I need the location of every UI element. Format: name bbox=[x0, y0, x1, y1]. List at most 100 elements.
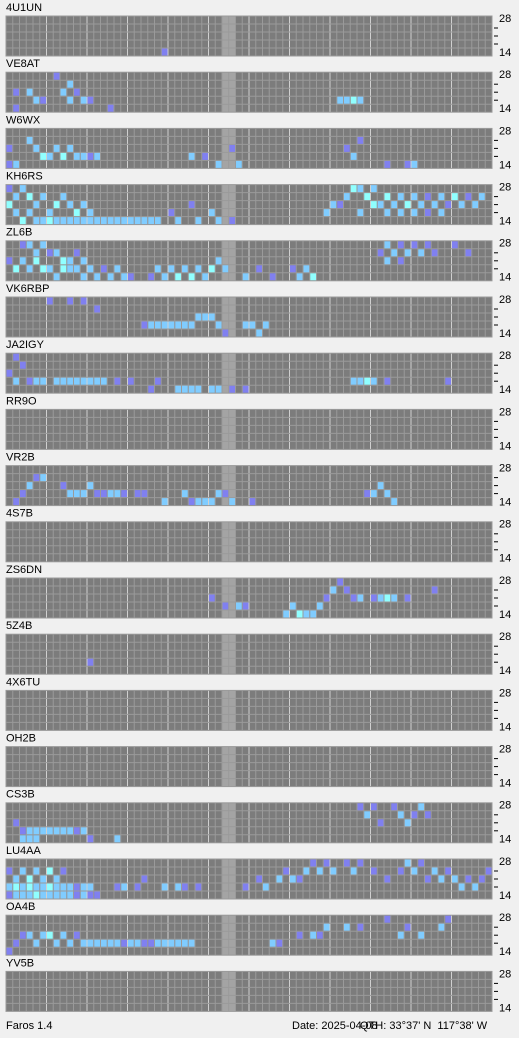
signal-cell bbox=[202, 152, 208, 160]
signal-cell bbox=[296, 610, 303, 618]
band-bottom-label: 14 bbox=[499, 384, 511, 396]
signal-cell bbox=[229, 385, 235, 393]
signal-cell bbox=[344, 923, 350, 931]
signal-cell bbox=[26, 193, 33, 201]
signal-cell bbox=[20, 257, 26, 265]
signal-cell bbox=[465, 249, 472, 257]
signal-cell bbox=[80, 297, 87, 305]
grid-border bbox=[5, 689, 493, 731]
signal-cell bbox=[350, 96, 357, 104]
signal-cell bbox=[479, 193, 485, 201]
signal-cell bbox=[276, 875, 283, 883]
signal-cell bbox=[168, 209, 175, 217]
signal-cell bbox=[161, 939, 168, 947]
signal-cell bbox=[94, 217, 100, 225]
signal-cell bbox=[13, 193, 19, 201]
signal-cell bbox=[344, 859, 350, 867]
signal-cell bbox=[121, 939, 127, 947]
signal-cell bbox=[276, 939, 283, 947]
signal-cell bbox=[195, 217, 202, 225]
signal-cell bbox=[67, 297, 73, 305]
signal-cell bbox=[60, 193, 67, 201]
signal-cell bbox=[67, 939, 73, 947]
signal-cell bbox=[114, 939, 121, 947]
signal-cell bbox=[263, 883, 269, 891]
signal-cell bbox=[40, 891, 46, 899]
signal-cell bbox=[384, 160, 391, 168]
signal-cell bbox=[74, 377, 80, 385]
signal-cell bbox=[371, 490, 377, 498]
signal-cell bbox=[404, 201, 411, 209]
signal-cell bbox=[121, 883, 127, 891]
signal-cell bbox=[40, 474, 46, 482]
signal-cell bbox=[20, 867, 26, 875]
signal-cell bbox=[87, 658, 94, 666]
signal-cell bbox=[242, 321, 249, 329]
signal-cell bbox=[80, 96, 87, 104]
signal-cell bbox=[33, 883, 40, 891]
signal-cell bbox=[357, 859, 364, 867]
signal-cell bbox=[74, 883, 80, 891]
signal-cell bbox=[418, 859, 424, 867]
signal-cell bbox=[438, 209, 445, 217]
signal-cell bbox=[215, 490, 222, 498]
beacon-name: VK6RBP bbox=[6, 283, 49, 295]
grid-border bbox=[5, 71, 493, 113]
signal-cell bbox=[80, 257, 87, 265]
signal-cell bbox=[371, 201, 377, 209]
signal-cell bbox=[53, 377, 60, 385]
signal-cell bbox=[357, 96, 364, 104]
signal-cell bbox=[398, 193, 404, 201]
signal-cell bbox=[377, 249, 384, 257]
signal-cell bbox=[175, 939, 181, 947]
signal-cell bbox=[438, 193, 445, 201]
signal-cell bbox=[128, 939, 134, 947]
signal-cell bbox=[188, 385, 195, 393]
signal-cell bbox=[53, 875, 60, 883]
grid-border bbox=[5, 802, 493, 844]
signal-cell bbox=[168, 939, 175, 947]
beacon-name: LU4AA bbox=[6, 845, 42, 857]
grid-border bbox=[5, 746, 493, 788]
signal-cell bbox=[134, 217, 141, 225]
signal-cell bbox=[33, 835, 40, 843]
signal-cell bbox=[26, 931, 33, 939]
signal-cell bbox=[53, 273, 60, 281]
signal-cell bbox=[6, 891, 13, 899]
signal-cell bbox=[175, 273, 181, 281]
signal-cell bbox=[236, 160, 242, 168]
signal-cell bbox=[134, 490, 141, 498]
signal-cell bbox=[33, 867, 40, 875]
signal-cell bbox=[20, 490, 26, 498]
band-bottom-label: 14 bbox=[499, 834, 511, 846]
signal-cell bbox=[310, 273, 316, 281]
signal-cell bbox=[350, 152, 357, 160]
signal-cell bbox=[377, 594, 384, 602]
signal-cell bbox=[357, 185, 364, 193]
signal-cell bbox=[33, 891, 40, 899]
signal-cell bbox=[33, 827, 40, 835]
band-top-label: 28 bbox=[499, 575, 511, 587]
signal-cell bbox=[411, 867, 418, 875]
signal-cell bbox=[323, 859, 330, 867]
beacon-name: ZS6DN bbox=[6, 564, 42, 576]
signal-cell bbox=[404, 160, 411, 168]
signal-cell bbox=[411, 160, 418, 168]
signal-cell bbox=[67, 490, 73, 498]
signal-cell bbox=[87, 265, 94, 273]
signal-cell bbox=[26, 891, 33, 899]
signal-cell bbox=[357, 923, 364, 931]
grid-border bbox=[5, 521, 493, 563]
signal-cell bbox=[26, 241, 33, 249]
signal-cell bbox=[114, 835, 121, 843]
signal-cell bbox=[303, 610, 310, 618]
signal-cell bbox=[94, 377, 100, 385]
band-top-label: 28 bbox=[499, 125, 511, 137]
signal-cell bbox=[107, 939, 114, 947]
signal-cell bbox=[391, 498, 397, 506]
signal-cell bbox=[310, 610, 316, 618]
signal-cell bbox=[101, 217, 107, 225]
signal-cell bbox=[40, 241, 46, 249]
beacon-name: KH6RS bbox=[6, 171, 43, 183]
signal-cell bbox=[425, 209, 431, 217]
